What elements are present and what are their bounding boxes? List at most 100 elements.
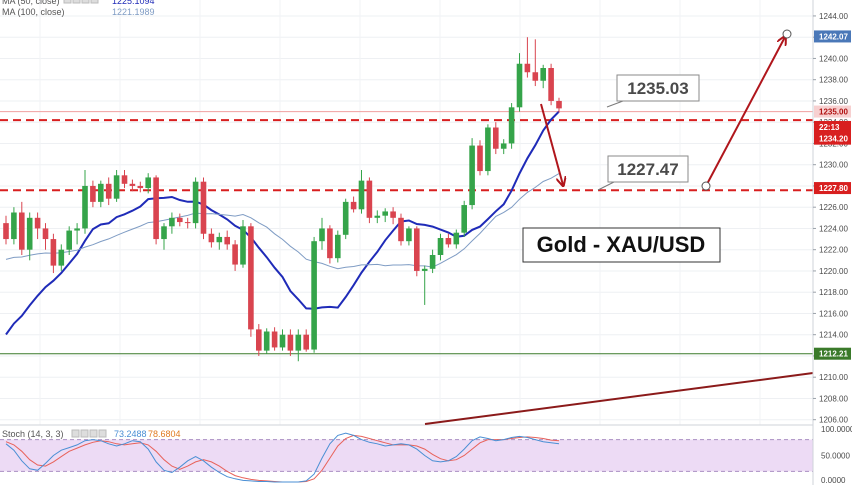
arrows [540, 29, 792, 191]
candle-body [224, 236, 230, 245]
candle-body [279, 334, 286, 348]
stoch-label: Stoch (14, 3, 3) [2, 429, 64, 439]
axis-tick-label: 1240.00 [819, 54, 848, 63]
candle-body [303, 334, 309, 350]
grid [0, 0, 813, 426]
axis-tick-label: 1244.00 [819, 12, 848, 21]
candle-body [500, 143, 507, 149]
legend-control-icon [90, 0, 99, 4]
price-badge-label: 1212.21 [819, 350, 848, 359]
price-badge-label: 1242.07 [819, 32, 848, 41]
instrument-label: Gold - XAU/USD [537, 232, 706, 257]
candle-body [548, 68, 554, 101]
instrument-label-box [522, 227, 721, 263]
candles [3, 37, 562, 362]
stochastic-pane: Stoch (14, 3, 3) 73.2488 78.6804 [0, 429, 813, 483]
legend-value: 1221.1989 [112, 7, 155, 17]
candle-body [184, 222, 191, 224]
axis-tick-label: 1238.00 [819, 76, 848, 85]
candle-body [350, 201, 357, 210]
axis-tick-label: 1218.00 [819, 288, 848, 297]
price-badge [814, 105, 851, 118]
candle-body [248, 226, 254, 330]
legend-label: MA (100, close) [2, 7, 65, 17]
candle-body [26, 217, 33, 250]
trend-lines [424, 372, 814, 425]
candle-body [240, 226, 246, 265]
candle-body [508, 107, 515, 144]
candle-body [540, 68, 546, 81]
axis-tick-label: 1230.00 [819, 161, 848, 170]
axis-tick-label: 1206.00 [819, 416, 848, 425]
candle-body [295, 334, 302, 351]
callout-label: 1227.47 [617, 160, 678, 179]
candle-body [42, 228, 49, 240]
arrow-start-handle [701, 181, 711, 191]
candle-body [50, 239, 57, 266]
axis-tick-label: 1226.00 [819, 203, 848, 212]
callout-label: 1235.03 [627, 79, 688, 98]
candle-body [161, 226, 167, 240]
candle-body [516, 63, 523, 108]
price-badge-label: 1234.20 [819, 135, 848, 144]
candle-body [556, 100, 562, 109]
candle-body [113, 175, 120, 199]
candle-body [437, 238, 444, 255]
axis-tick-label: 1222.00 [819, 246, 848, 255]
stoch-more-icon [98, 429, 107, 438]
candle-body [335, 234, 341, 259]
candle-body [137, 185, 144, 189]
candle-body [82, 185, 88, 229]
legend-value: 1225.1094 [112, 0, 155, 6]
axis-tick-label: 1214.00 [819, 331, 848, 340]
axis-tick-label: 1208.00 [819, 394, 848, 403]
candle-body [58, 249, 65, 266]
stoch-settings-icon [80, 429, 89, 438]
price-badge-label: 1227.80 [819, 184, 848, 193]
axis-tick-label: 1224.00 [819, 224, 848, 233]
candle-body [98, 183, 104, 202]
ma100-line [5, 173, 560, 270]
callout-pointer [606, 100, 624, 108]
candle-body [445, 238, 452, 245]
callout-pointer [597, 181, 615, 191]
candle-body [319, 228, 325, 242]
candle-body [105, 183, 112, 199]
down-arrow [540, 103, 563, 185]
candle-body [3, 223, 9, 240]
price-badge [814, 132, 851, 145]
candle-body [90, 185, 96, 202]
ma50-line [5, 110, 560, 336]
candle-body [453, 232, 460, 245]
candle-body [216, 236, 223, 243]
candle-body [366, 180, 373, 218]
stoch-d-value: 78.6804 [148, 429, 181, 439]
candle-body [121, 175, 128, 184]
legend-control-icon [81, 0, 90, 4]
candle-body [200, 181, 207, 234]
candle-body [524, 63, 531, 73]
candle-body [129, 183, 136, 186]
level-lines [0, 111, 813, 355]
stoch-k-value: 73.2488 [114, 429, 147, 439]
candle-body [271, 331, 278, 348]
axis-tick-label: 1216.00 [819, 309, 848, 318]
price-badge [814, 347, 851, 360]
candle-body [532, 72, 539, 81]
candle-body [66, 230, 72, 250]
candle-body [390, 211, 396, 218]
candle-body [169, 217, 175, 227]
stoch-close-icon [89, 429, 98, 438]
price-badge [814, 182, 851, 195]
legend-control-icon [72, 0, 81, 4]
indicator-legend: MA (50, close) 1225.1094 MA (100, close) 12… [2, 0, 155, 17]
candle-body [461, 205, 467, 233]
candle-body [19, 212, 25, 250]
candle-body [477, 145, 483, 172]
candle-body [358, 180, 365, 210]
stoch-k-line [5, 432, 560, 483]
callout-box [616, 74, 700, 102]
candle-body [145, 177, 151, 189]
